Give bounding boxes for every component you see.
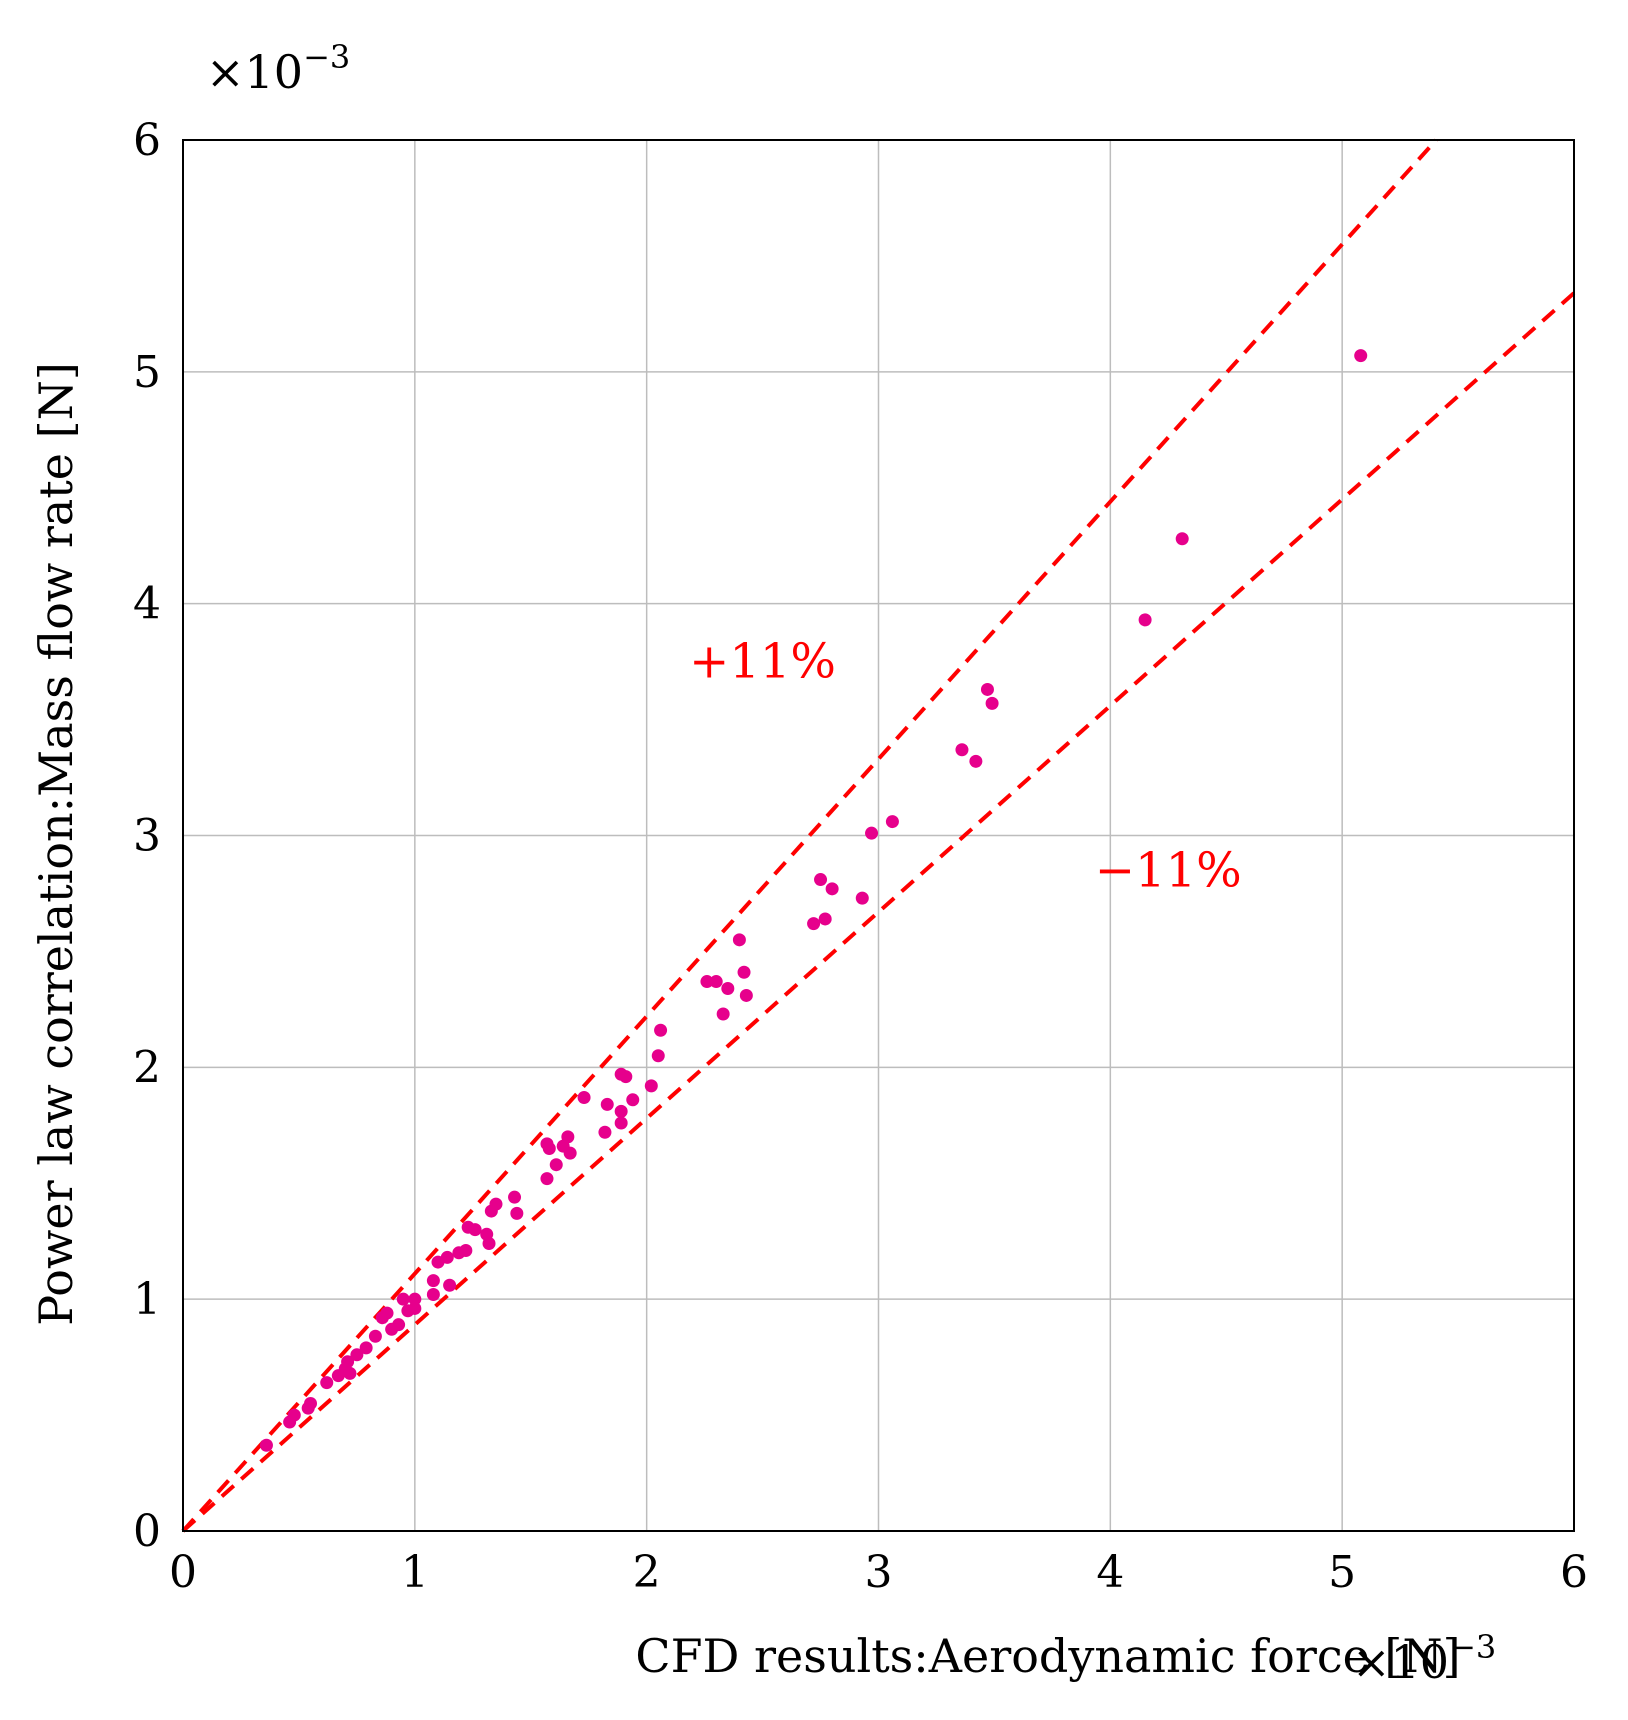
data-point [510, 1206, 524, 1220]
data-point [969, 754, 983, 768]
reference-lines [181, 138, 1576, 1533]
data-point [396, 1292, 410, 1306]
minus-11-percent-label: −11% [1095, 842, 1242, 898]
data-point [855, 891, 869, 905]
data-point [549, 1158, 563, 1172]
x-tick-labels: 0 1 2 3 4 5 6 [169, 1547, 1588, 1598]
x-tick-label: 4 [1096, 1547, 1124, 1598]
x-tick-label: 2 [633, 1547, 661, 1598]
y-tick-label: 1 [133, 1274, 161, 1325]
data-point [732, 933, 746, 947]
data-point [440, 1250, 454, 1264]
data-point [626, 1093, 640, 1107]
data-point [644, 1079, 658, 1093]
data-point [426, 1274, 440, 1288]
grid-lines [182, 139, 1575, 1532]
data-point [408, 1292, 422, 1306]
y-tick-labels: 0 1 2 3 4 5 6 [133, 115, 161, 1557]
data-point [1138, 613, 1152, 627]
data-point [709, 975, 723, 989]
data-point [739, 988, 753, 1002]
data-point [1175, 532, 1189, 546]
data-point [392, 1318, 406, 1332]
data-point [561, 1130, 575, 1144]
data-point [955, 743, 969, 757]
plus-11-percent-label: +11% [689, 634, 836, 690]
data-point [443, 1278, 457, 1292]
data-point [1354, 349, 1368, 363]
data-point [700, 975, 714, 989]
plot-frame [182, 139, 1575, 1532]
data-point [654, 1023, 668, 1037]
data-point [287, 1408, 301, 1422]
data-point [985, 696, 999, 710]
data-point [408, 1301, 422, 1315]
plus-11-percent-line [181, 138, 1438, 1533]
data-point [598, 1125, 612, 1139]
data-point [259, 1438, 273, 1452]
y-axis-multiplier: ×10−3 [206, 38, 350, 99]
data-point [320, 1376, 334, 1390]
data-point [542, 1141, 556, 1155]
data-point [600, 1097, 614, 1111]
data-point [807, 917, 821, 931]
data-point [577, 1090, 591, 1104]
x-tick-label: 1 [401, 1547, 429, 1598]
data-point [468, 1223, 482, 1237]
y-tick-label: 5 [133, 347, 161, 398]
data-point [540, 1172, 554, 1186]
x-tick-label: 0 [169, 1547, 197, 1598]
data-point [508, 1190, 522, 1204]
data-point [818, 912, 832, 926]
data-point [721, 982, 735, 996]
data-point [825, 882, 839, 896]
data-points [259, 349, 1368, 1452]
data-point [737, 965, 751, 979]
data-point [563, 1146, 577, 1160]
data-point [865, 826, 879, 840]
data-point [489, 1197, 503, 1211]
y-tick-label: 2 [133, 1042, 161, 1093]
data-point [304, 1396, 318, 1410]
data-point [380, 1306, 394, 1320]
y-tick-label: 4 [133, 579, 161, 630]
data-point [614, 1104, 628, 1118]
x-tick-label: 5 [1328, 1547, 1356, 1598]
x-tick-label: 3 [865, 1547, 893, 1598]
data-point [426, 1288, 440, 1302]
data-point [359, 1341, 373, 1355]
x-tick-label: 6 [1560, 1547, 1588, 1598]
data-point [651, 1049, 665, 1063]
data-point [980, 682, 994, 696]
data-point [368, 1329, 382, 1343]
y-tick-label: 6 [133, 115, 161, 166]
y-tick-label: 0 [133, 1506, 161, 1557]
y-axis-title: Power law correlation:Mass flow rate [N] [29, 362, 83, 1326]
y-tick-label: 3 [133, 811, 161, 862]
data-point [350, 1348, 364, 1362]
data-point [459, 1243, 473, 1257]
data-point [341, 1355, 355, 1369]
data-point [885, 815, 899, 829]
x-axis-multiplier: ×10−3 [1352, 1628, 1496, 1689]
data-point [614, 1116, 628, 1130]
data-point [716, 1007, 730, 1021]
x-axis-title: CFD results:Aerodynamic force [N] [635, 1629, 1460, 1683]
data-point [619, 1070, 633, 1084]
data-point [482, 1237, 496, 1251]
data-point [814, 873, 828, 887]
data-point [343, 1366, 357, 1380]
